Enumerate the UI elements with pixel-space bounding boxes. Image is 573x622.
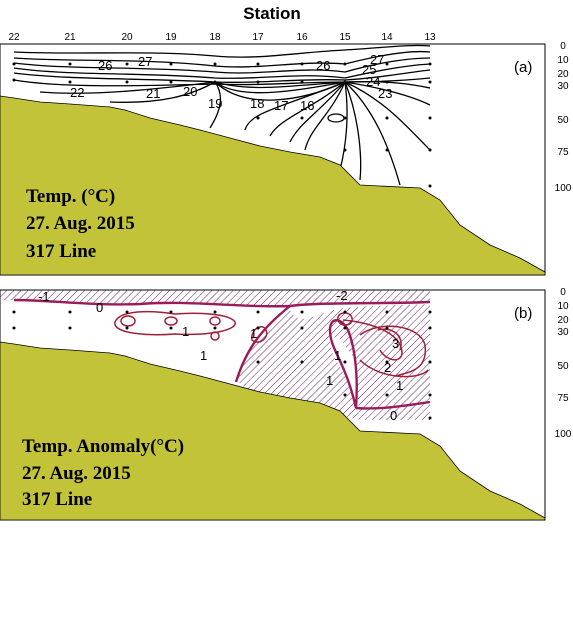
contour-label: 0 [390, 408, 397, 423]
contour-label: 1 [334, 348, 341, 363]
station-tick-label: 20 [121, 32, 133, 43]
contour-labels-a: 26 27 22 21 20 19 18 17 16 26 27 25 24 2… [70, 52, 392, 113]
annotation-a-line2: 27. Aug. 2015 [26, 213, 135, 234]
contour-label: 1 [250, 326, 257, 341]
contour-label: 26 [98, 58, 112, 73]
station-tick-label: 16 [296, 32, 308, 43]
station-tick-label: 15 [339, 32, 351, 43]
depth-tick-label: 20 [557, 69, 569, 80]
depth-tick-label: 50 [557, 361, 569, 372]
contour-label: 21 [146, 86, 160, 101]
station-tick-labels: 22 21 20 19 18 17 16 15 14 13 [8, 32, 436, 43]
annotation-b-line3: 317 Line [22, 489, 92, 510]
annotation-b-line1: Temp. Anomaly(°C) [22, 436, 184, 457]
depth-tick-label: 30 [557, 327, 569, 338]
depth-tick-label: 10 [557, 55, 569, 66]
depth-tick-label: 75 [557, 393, 569, 404]
depth-tick-label: 10 [557, 301, 569, 312]
contour-label: 2 [384, 360, 391, 375]
panel-a: 26 27 22 21 20 19 18 17 16 26 27 25 24 2… [0, 41, 572, 276]
contour-label: 19 [208, 96, 222, 111]
contour-label: 18 [250, 96, 264, 111]
contour-label: -2 [336, 288, 348, 303]
station-tick-label: 22 [8, 32, 20, 43]
depth-tick-label: 0 [560, 41, 566, 52]
contour-label: 1 [396, 378, 403, 393]
positive-anomaly-contours [114, 310, 429, 378]
seabed-land-a [0, 95, 545, 275]
sample-points-b [12, 310, 432, 420]
panel-b: -1 0 1 1 1 1 -2 3 2 1 1 0 (b) Temp. Anom… [0, 287, 572, 521]
depth-tick-label: 100 [555, 183, 572, 194]
contour-label: 3 [392, 336, 399, 351]
negative-anomaly-region [236, 304, 430, 420]
station-tick-label: 17 [252, 32, 264, 43]
contour-label: 22 [70, 85, 84, 100]
annotation-b-line2: 27. Aug. 2015 [22, 463, 131, 484]
seabed-land-b [0, 341, 545, 520]
contour-label: -1 [38, 289, 50, 304]
panel-label-a: (a) [514, 59, 532, 76]
contour-label: 27 [370, 52, 384, 67]
depth-tick-label: 100 [555, 429, 572, 440]
contour-label: 25 [362, 62, 376, 77]
station-tick-label: 14 [381, 32, 393, 43]
temperature-contours [13, 44, 431, 186]
contour-label: 1 [326, 373, 333, 388]
sample-points-a [12, 62, 432, 188]
zero-anomaly-contour [13, 298, 431, 410]
station-tick-label: 18 [209, 32, 221, 43]
annotation-a-line1: Temp. (°C) [26, 186, 115, 207]
station-tick-label: 13 [424, 32, 436, 43]
station-tick-label: 19 [165, 32, 177, 43]
annotation-a-line3: 317 Line [26, 241, 96, 262]
contour-label: 26 [316, 58, 330, 73]
contour-label: 16 [300, 98, 314, 113]
depth-tick-label: 0 [560, 287, 566, 298]
negative-anomaly-region [0, 290, 430, 307]
contour-label: 0 [96, 300, 103, 315]
depth-tick-label: 50 [557, 115, 569, 126]
top-axis-title: Station [243, 4, 301, 23]
contour-label: 20 [183, 84, 197, 99]
panel-label-b: (b) [514, 305, 532, 322]
station-tick-label: 21 [64, 32, 76, 43]
contour-label: 1 [200, 348, 207, 363]
depth-tick-label: 20 [557, 315, 569, 326]
contour-label: 1 [182, 324, 189, 339]
contour-label: 17 [274, 98, 288, 113]
contour-label: 27 [138, 54, 152, 69]
depth-tick-label: 30 [557, 81, 569, 92]
contour-label: 24 [366, 74, 380, 89]
depth-tick-label: 75 [557, 147, 569, 158]
contour-label: 23 [378, 86, 392, 101]
contour-labels-b: -1 0 1 1 1 1 -2 3 2 1 1 0 [38, 288, 403, 423]
